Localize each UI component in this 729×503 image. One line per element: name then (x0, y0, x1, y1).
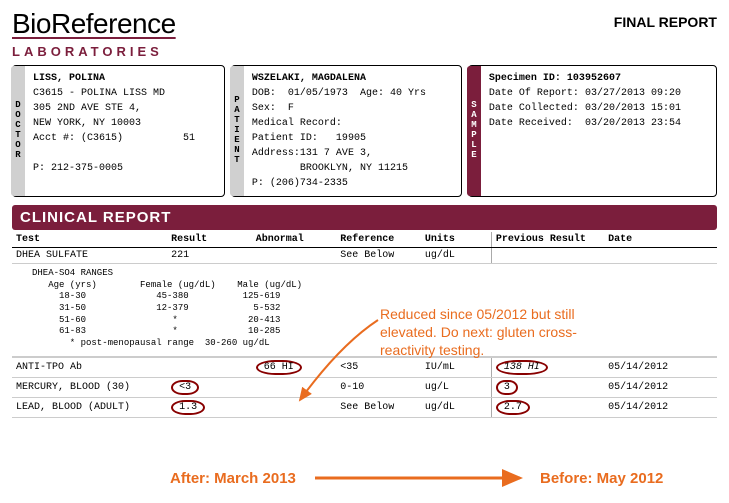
sample-spec: Specimen ID: 103952607 (489, 71, 710, 86)
col-units: Units (421, 232, 492, 248)
table-row: MERCURY, BLOOD (30)<30-10ug/L305/14/2012 (12, 377, 717, 397)
patient-pid: Patient ID: 19905 (252, 131, 455, 146)
patient-addr1: Address:131 7 AVE 3, (252, 146, 455, 161)
doctor-label: DOCTOR (11, 66, 25, 196)
patient-label: PATIENT (230, 66, 244, 196)
sample-box: SAMPLE Specimen ID: 103952607 Date Of Re… (468, 65, 717, 197)
col-test: Test (12, 232, 167, 248)
doctor-acct: Acct #: (C3615) 51 (33, 131, 218, 146)
table-row: LEAD, BLOOD (ADULT)1.3See Belowug/dL2.70… (12, 397, 717, 417)
col-prev: Previous Result (491, 232, 604, 248)
patient-name: WSZELAKI, MAGDALENA (252, 71, 455, 86)
results-table: Test Result Abnormal Reference Units Pre… (12, 232, 717, 418)
patient-box: PATIENT WSZELAKI, MAGDALENA DOB: 01/05/1… (231, 65, 462, 197)
doctor-line2: 305 2ND AVE STE 4, (33, 101, 218, 116)
logo-bio: Bio (12, 8, 51, 39)
header: BioReference LABORATORIES FINAL REPORT (12, 8, 717, 59)
section-title: CLINICAL REPORT (12, 205, 717, 230)
patient-mr: Medical Record: (252, 116, 455, 131)
doctor-line1: C3615 - POLINA LISS MD (33, 86, 218, 101)
col-date: Date (604, 232, 717, 248)
patient-phone: P: (206)734-2335 (252, 176, 455, 191)
table-row: ANTI-TPO Ab66 HI<35IU/mL138 HI05/14/2012 (12, 357, 717, 377)
patient-dob: DOB: 01/05/1973 Age: 40 Yrs (252, 86, 455, 101)
doctor-box: DOCTOR LISS, POLINA C3615 - POLINA LISS … (12, 65, 225, 197)
info-boxes: DOCTOR LISS, POLINA C3615 - POLINA LISS … (12, 65, 717, 197)
annotation-before: Before: May 2012 (540, 470, 663, 487)
ranges-block: DHEA-SO4 RANGES Age (yrs) Female (ug/dL)… (12, 264, 717, 357)
sample-dor: Date Of Report: 03/27/2013 09:20 (489, 86, 710, 101)
sample-drec: Date Received: 03/20/2013 23:54 (489, 116, 710, 131)
annotation-note: Reduced since 05/2012 but still elevated… (380, 305, 610, 360)
report-page: BioReference LABORATORIES FINAL REPORT D… (0, 0, 729, 426)
doctor-name: LISS, POLINA (33, 71, 218, 86)
patient-sex: Sex: F (252, 101, 455, 116)
sample-label: SAMPLE (467, 66, 481, 196)
doctor-phone-blank (33, 146, 218, 161)
logo-ref: Reference (51, 8, 176, 39)
patient-addr2: BROOKLYN, NY 11215 (252, 161, 455, 176)
table-row: DHEA SULFATE221See Belowug/dL (12, 248, 717, 264)
annotation-after: After: March 2013 (170, 470, 296, 487)
logo: BioReference LABORATORIES (12, 8, 176, 59)
sample-dcol: Date Collected: 03/20/2013 15:01 (489, 101, 710, 116)
col-reference: Reference (336, 232, 421, 248)
final-report-label: FINAL REPORT (614, 14, 717, 30)
col-abnormal: Abnormal (252, 232, 337, 248)
col-result: Result (167, 232, 252, 248)
doctor-phone: P: 212-375-0005 (33, 161, 218, 176)
doctor-line3: NEW YORK, NY 10003 (33, 116, 218, 131)
logo-sub: LABORATORIES (12, 44, 176, 59)
